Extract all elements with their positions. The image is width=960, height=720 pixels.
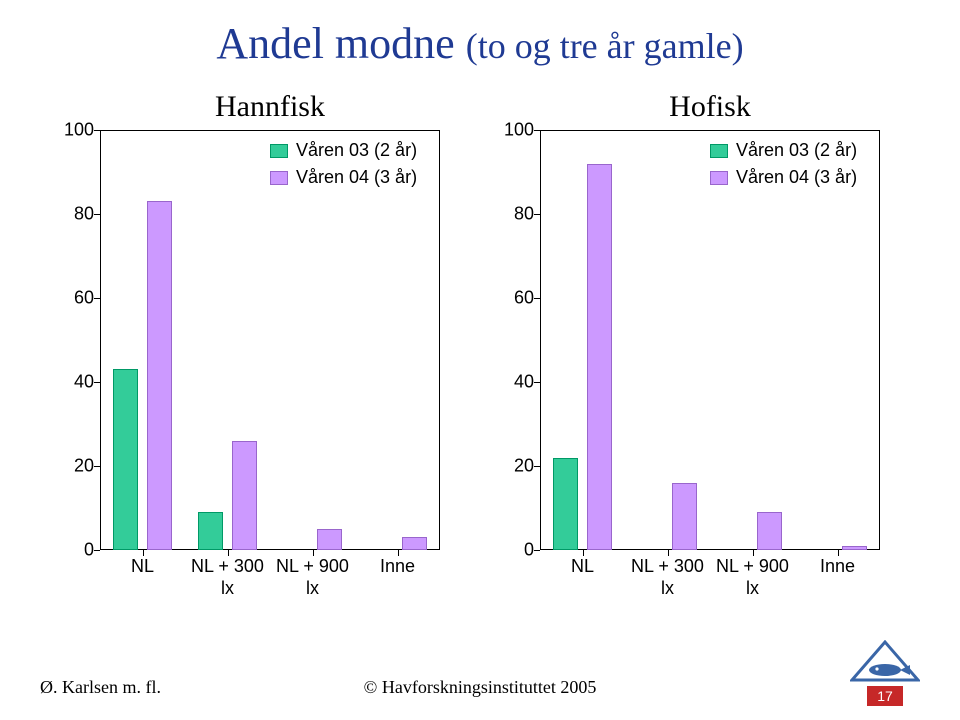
chart-hannfisk: 020406080100NLNL + 300 lxNL + 900 lxInne: [100, 130, 440, 550]
ytick-label: 20: [74, 456, 100, 477]
ytick-label: 40: [74, 372, 100, 393]
bar-series1: [553, 458, 579, 550]
title-paren: (to og tre år gamle): [466, 26, 744, 66]
xcat-label: NL + 900 lx: [276, 550, 349, 599]
ytick-label: 60: [514, 288, 540, 309]
title-main: Andel modne: [216, 19, 465, 68]
ytick-label: 60: [74, 288, 100, 309]
ytick-label: 0: [524, 540, 540, 561]
xcat-label: Inne: [380, 550, 415, 578]
legend-label: Våren 03 (2 år): [736, 140, 857, 161]
legend-hofisk: Våren 03 (2 år) Våren 04 (3 år): [710, 140, 857, 188]
bar-series2: [317, 529, 343, 550]
ytick-label: 80: [74, 204, 100, 225]
bar-series2: [757, 512, 783, 550]
bar-series2: [842, 546, 868, 550]
xcat-label: NL + 900 lx: [716, 550, 789, 599]
ytick-label: 80: [514, 204, 540, 225]
xcat-label: NL: [571, 550, 594, 578]
bar-series1: [198, 512, 224, 550]
xcat-label: NL + 300 lx: [631, 550, 704, 599]
ytick-label: 40: [514, 372, 540, 393]
ytick-label: 100: [504, 120, 540, 141]
footer-right-group: 17: [850, 640, 920, 706]
legend-swatch-icon: [270, 171, 288, 185]
xcat-label: NL + 300 lx: [191, 550, 264, 599]
bar-series2: [232, 441, 258, 550]
bar-series2: [402, 537, 428, 550]
bar-series2: [672, 483, 698, 550]
legend-swatch-icon: [710, 144, 728, 158]
page-number-badge: 17: [867, 686, 903, 706]
fish-logo-icon: [850, 640, 920, 684]
chart-subtitle-hofisk: Hofisk: [540, 90, 880, 124]
footer-copyright: © Havforskningsinstituttet 2005: [364, 677, 597, 698]
legend-label: Våren 04 (3 år): [296, 167, 417, 188]
bar-series1: [113, 369, 139, 550]
ytick-label: 100: [64, 120, 100, 141]
legend-swatch-icon: [710, 171, 728, 185]
xcat-label: Inne: [820, 550, 855, 578]
xcat-label: NL: [131, 550, 154, 578]
legend-swatch-icon: [270, 144, 288, 158]
ytick-label: 20: [514, 456, 540, 477]
chart-hofisk: 020406080100NLNL + 300 lxNL + 900 lxInne: [540, 130, 880, 550]
chart-subtitle-hannfisk: Hannfisk: [100, 90, 440, 124]
bar-series2: [147, 201, 173, 550]
legend-item: Våren 04 (3 år): [710, 167, 857, 188]
legend-item: Våren 03 (2 år): [270, 140, 417, 161]
legend-hannfisk: Våren 03 (2 år) Våren 04 (3 år): [270, 140, 417, 188]
slide-root: Andel modne (to og tre år gamle) Hannfis…: [0, 0, 960, 720]
slide-title: Andel modne (to og tre år gamle): [0, 18, 960, 69]
legend-item: Våren 04 (3 år): [270, 167, 417, 188]
legend-label: Våren 03 (2 år): [296, 140, 417, 161]
legend-item: Våren 03 (2 år): [710, 140, 857, 161]
footer-author: Ø. Karlsen m. fl.: [40, 677, 161, 698]
ytick-label: 0: [84, 540, 100, 561]
bar-series2: [587, 164, 613, 550]
legend-label: Våren 04 (3 år): [736, 167, 857, 188]
